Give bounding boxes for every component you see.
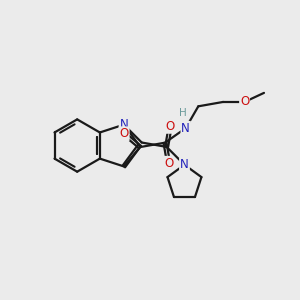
Text: O: O: [240, 95, 249, 108]
Text: N: N: [180, 158, 189, 171]
Text: O: O: [166, 120, 175, 133]
Text: N: N: [119, 118, 128, 131]
Text: O: O: [119, 127, 129, 140]
Text: N: N: [180, 158, 189, 171]
Text: N: N: [181, 122, 190, 135]
Text: O: O: [164, 157, 173, 170]
Text: H: H: [179, 108, 187, 118]
